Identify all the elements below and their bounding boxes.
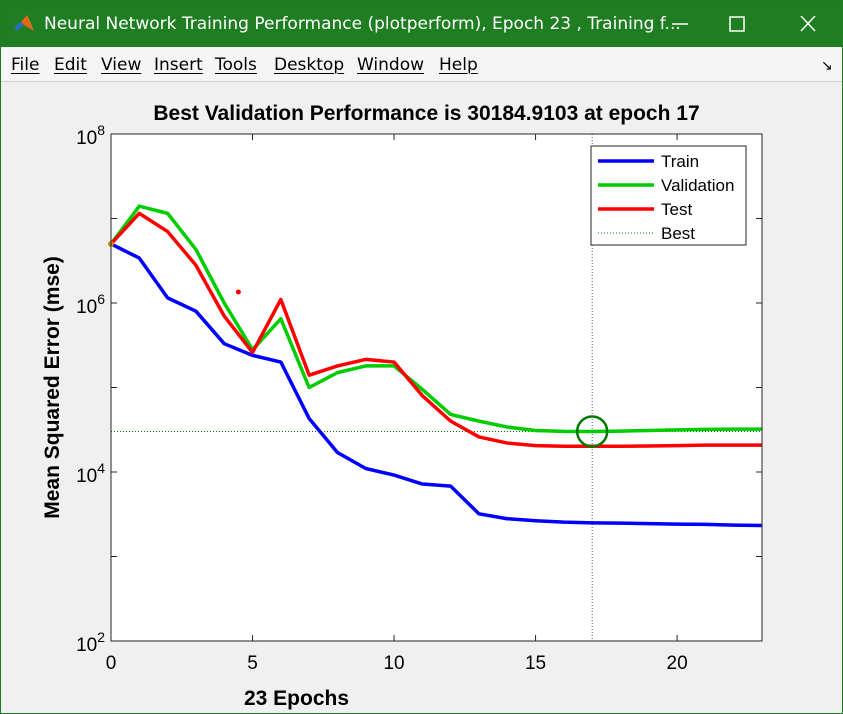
- window-title: Neural Network Training Performance (plo…: [44, 14, 681, 34]
- y-tick-exponent: 6: [97, 291, 105, 307]
- title-bar[interactable]: Neural Network Training Performance (plo…: [1, 1, 842, 47]
- x-tick-label: 5: [247, 653, 258, 674]
- y-tick-exponent: 4: [97, 460, 105, 476]
- performance-plot[interactable]: Best Validation Performance is 30184.910…: [1, 82, 842, 713]
- stray-marker-point: [235, 289, 241, 295]
- x-tick-label: 20: [667, 653, 688, 674]
- y-tick-exponent: 8: [97, 122, 105, 138]
- x-tick-label: 0: [106, 653, 117, 674]
- legend-test-label: Test: [661, 200, 692, 219]
- x-tick-label: 15: [525, 653, 546, 674]
- x-tick-label: 10: [383, 653, 404, 674]
- menu-desktop[interactable]: Desktop: [274, 55, 345, 75]
- dock-arrow-icon[interactable]: ↘: [821, 57, 833, 73]
- legend-best-label: Best: [661, 224, 695, 243]
- menu-view[interactable]: View: [101, 55, 142, 75]
- y-tick-base: 10: [76, 128, 97, 149]
- menu-tools[interactable]: Tools: [215, 55, 257, 75]
- y-tick-exponent: 2: [97, 629, 105, 645]
- close-icon: [800, 16, 816, 32]
- maximize-button[interactable]: [709, 1, 765, 47]
- matlab-logo-icon: [14, 15, 34, 31]
- menu-help[interactable]: Help: [439, 55, 478, 75]
- y-tick-base: 10: [76, 635, 97, 656]
- best-marker-circle: [575, 415, 609, 448]
- menu-file[interactable]: File: [11, 55, 40, 75]
- legend-train-label: Train: [661, 152, 699, 171]
- close-button[interactable]: [780, 1, 836, 47]
- menu-window[interactable]: Window: [357, 55, 425, 75]
- chart-title: Best Validation Performance is 30184.910…: [153, 102, 699, 125]
- validation-line: [109, 204, 762, 434]
- minimize-button[interactable]: [652, 1, 708, 47]
- y-tick-label: 104: [76, 460, 105, 487]
- test-line: [109, 211, 762, 448]
- y-tick-base: 10: [76, 466, 97, 487]
- y-tick-label: 102: [76, 629, 105, 656]
- menu-insert[interactable]: Insert: [154, 55, 203, 75]
- y-tick-label: 108: [76, 122, 105, 149]
- y-tick-base: 10: [76, 297, 97, 318]
- train-line: [110, 242, 763, 528]
- y-tick-label: 106: [76, 291, 105, 318]
- x-axis-label: 23 Epochs: [244, 687, 349, 710]
- minimize-icon: [672, 23, 688, 25]
- y-axis-label: Mean Squared Error (mse): [41, 256, 64, 519]
- menu-edit[interactable]: Edit: [54, 55, 87, 75]
- legend-validation-label: Validation: [661, 176, 734, 195]
- maximize-icon: [729, 16, 745, 32]
- menu-bar: File Edit View Insert Tools Desktop Wind…: [1, 47, 842, 82]
